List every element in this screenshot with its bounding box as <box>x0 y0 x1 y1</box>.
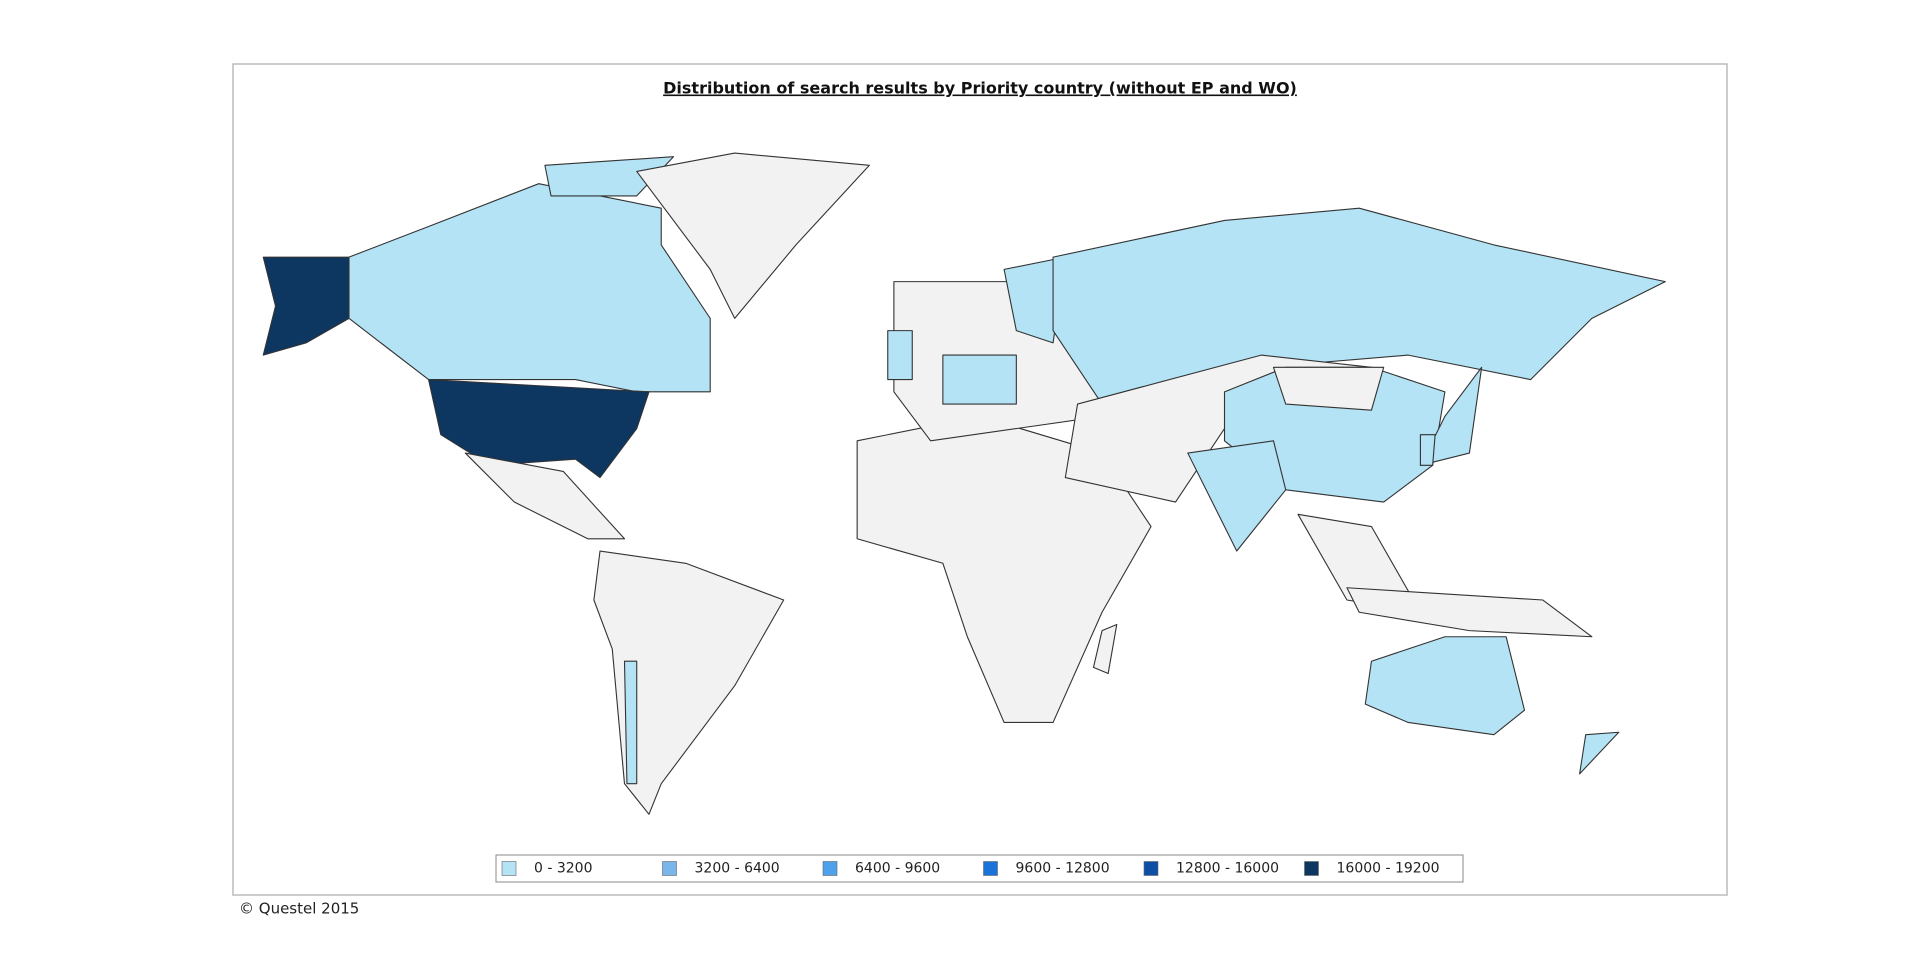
legend-label: 0 - 3200 <box>534 861 593 877</box>
korea <box>1419 434 1436 466</box>
africa <box>856 415 1152 724</box>
legend-swatch <box>501 861 517 876</box>
chart-title: Distribution of search results by Priori… <box>663 79 1297 98</box>
arctic-islands <box>544 156 675 197</box>
western-europe <box>942 354 1017 405</box>
madagascar <box>1092 623 1118 675</box>
central-america <box>464 452 626 540</box>
legend-label: 3200 - 6400 <box>695 861 780 877</box>
legend-label: 12800 - 16000 <box>1176 861 1279 877</box>
legend-label: 9600 - 12800 <box>1016 861 1110 877</box>
legend-swatch <box>983 861 998 876</box>
scandinavia <box>1003 256 1066 344</box>
mongolia <box>1272 366 1385 411</box>
world-map <box>262 152 1666 815</box>
legend-swatch <box>662 861 677 876</box>
south-america <box>593 550 785 815</box>
uk <box>887 330 913 381</box>
chile <box>623 660 638 785</box>
legend-box <box>495 854 1464 883</box>
legend: 0 - 3200 3200 - 6400 6400 - 9600 9600 - 128… <box>501 861 1440 877</box>
legend-swatch <box>822 861 838 876</box>
legend-swatch <box>1304 861 1319 876</box>
new-zealand <box>1579 731 1620 775</box>
russia <box>1052 207 1666 405</box>
greenland <box>636 152 870 319</box>
indonesia <box>1346 587 1593 638</box>
usa <box>428 379 650 479</box>
legend-label: 6400 - 9600 <box>855 861 940 877</box>
legend-label: 16000 - 19200 <box>1337 861 1440 877</box>
india <box>1187 440 1287 552</box>
copyright: © Questel 2015 <box>239 900 359 918</box>
australia <box>1364 636 1526 736</box>
canada <box>348 183 711 393</box>
legend-swatch <box>1143 861 1159 876</box>
